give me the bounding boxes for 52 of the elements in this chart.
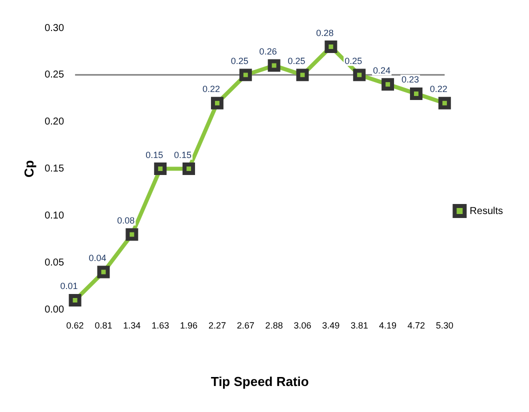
y-tick-label: 0.10: [44, 210, 64, 222]
point: [126, 228, 138, 241]
point: [182, 162, 196, 176]
data-label: 0.25: [288, 56, 306, 66]
x-tick-label: 2.88: [265, 320, 283, 330]
data-label: 0.23: [401, 74, 419, 85]
data-label: 0.04: [88, 253, 106, 264]
x-tick-label: 5.30: [436, 320, 454, 330]
point: [97, 266, 110, 278]
point: [239, 68, 252, 82]
data-label: 0.25: [230, 56, 248, 66]
point: [382, 78, 394, 91]
data-label: 0.22: [430, 84, 448, 94]
x-tick-label: 1.96: [180, 320, 198, 330]
y-tick-label: 0.30: [44, 22, 64, 34]
x-tick-label: 0.81: [94, 320, 112, 330]
data-label: 0.24: [373, 65, 391, 76]
x-tick-label: 3.06: [294, 320, 312, 330]
x-tick-label: 0.62: [66, 320, 84, 330]
y-tick-label: 0.15: [44, 164, 64, 175]
x-tick-label: 3.81: [350, 320, 368, 330]
point: [210, 96, 224, 110]
point: [410, 87, 422, 100]
point: [68, 294, 82, 306]
y-axis-title: Cp: [21, 160, 36, 178]
x-tick-label: 2.67: [236, 320, 254, 330]
point: [296, 68, 309, 82]
legend-label: Results: [470, 206, 504, 217]
y-tick-label: 0.05: [44, 257, 64, 268]
data-label: 0.22: [202, 84, 220, 94]
data-label: 0.25: [344, 56, 362, 66]
data-label: 0.26: [259, 46, 277, 57]
point: [268, 59, 280, 72]
x-tick-label: 3.49: [322, 320, 340, 330]
data-label: 0.28: [316, 28, 334, 38]
x-axis-title: Tip Speed Ratio: [210, 374, 309, 389]
y-tick-label: 0.00: [44, 304, 64, 316]
y-tick-label: 0.20: [44, 116, 64, 128]
data-label: 0.08: [117, 216, 135, 226]
x-tick-label: 2.27: [208, 320, 226, 330]
point: [353, 68, 366, 82]
y-tick-label: 0.25: [44, 70, 64, 81]
x-tick-label: 4.72: [407, 320, 425, 330]
point: [438, 96, 451, 110]
data-label: 0.15: [174, 150, 192, 160]
x-tick-label: 1.34: [123, 320, 141, 330]
x-tick-label: 1.63: [152, 320, 170, 330]
data-label: 0.15: [146, 150, 164, 160]
data-label: 0.01: [60, 281, 78, 292]
x-tick-label: 4.19: [379, 320, 397, 330]
point: [324, 40, 338, 54]
point: [154, 162, 167, 176]
